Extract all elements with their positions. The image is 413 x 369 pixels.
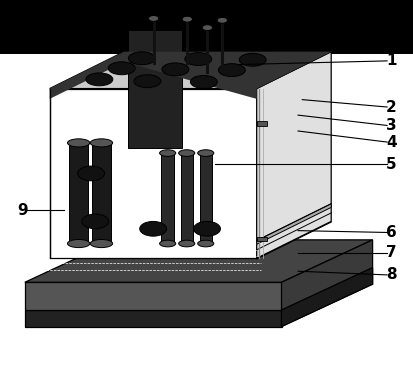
Bar [256, 121, 266, 126]
Ellipse shape [128, 52, 155, 65]
Ellipse shape [216, 17, 227, 23]
Bar [161, 153, 173, 244]
Ellipse shape [108, 62, 135, 75]
Text: 8: 8 [385, 268, 396, 282]
Bar [69, 143, 88, 244]
Polygon shape [128, 30, 182, 148]
Ellipse shape [67, 239, 90, 248]
Ellipse shape [202, 25, 212, 31]
Bar [0, 0, 413, 54]
Ellipse shape [190, 76, 217, 89]
Ellipse shape [193, 221, 220, 236]
Text: 5: 5 [385, 157, 396, 172]
Polygon shape [281, 268, 372, 327]
Text: 6: 6 [385, 225, 396, 240]
Bar [92, 143, 111, 244]
Polygon shape [50, 52, 330, 89]
Ellipse shape [197, 240, 214, 247]
Ellipse shape [159, 240, 175, 247]
Ellipse shape [86, 73, 112, 86]
Polygon shape [281, 240, 372, 327]
Text: 4: 4 [385, 135, 396, 149]
Bar [199, 153, 211, 244]
Ellipse shape [197, 150, 214, 156]
Polygon shape [256, 204, 330, 244]
Polygon shape [50, 52, 330, 99]
Text: 2: 2 [385, 100, 396, 114]
Ellipse shape [178, 150, 195, 156]
Bar [256, 237, 266, 241]
Ellipse shape [148, 15, 159, 21]
Bar [25, 282, 281, 310]
Ellipse shape [178, 240, 195, 247]
Ellipse shape [239, 54, 266, 66]
Text: 1: 1 [385, 54, 396, 68]
Polygon shape [256, 52, 330, 258]
Ellipse shape [139, 221, 166, 236]
Ellipse shape [159, 150, 175, 156]
Ellipse shape [161, 63, 188, 76]
Bar [180, 153, 192, 244]
Text: 9: 9 [17, 203, 28, 218]
Ellipse shape [133, 75, 161, 87]
Ellipse shape [182, 16, 192, 22]
Text: 7: 7 [385, 245, 396, 260]
Ellipse shape [90, 239, 112, 248]
Ellipse shape [78, 166, 104, 181]
Polygon shape [25, 240, 372, 282]
Ellipse shape [90, 139, 112, 147]
Bar [25, 310, 281, 327]
Ellipse shape [184, 52, 211, 66]
Ellipse shape [67, 139, 90, 147]
Ellipse shape [81, 214, 108, 229]
Text: 3: 3 [385, 118, 396, 133]
Ellipse shape [218, 64, 244, 77]
Bar [50, 89, 256, 258]
